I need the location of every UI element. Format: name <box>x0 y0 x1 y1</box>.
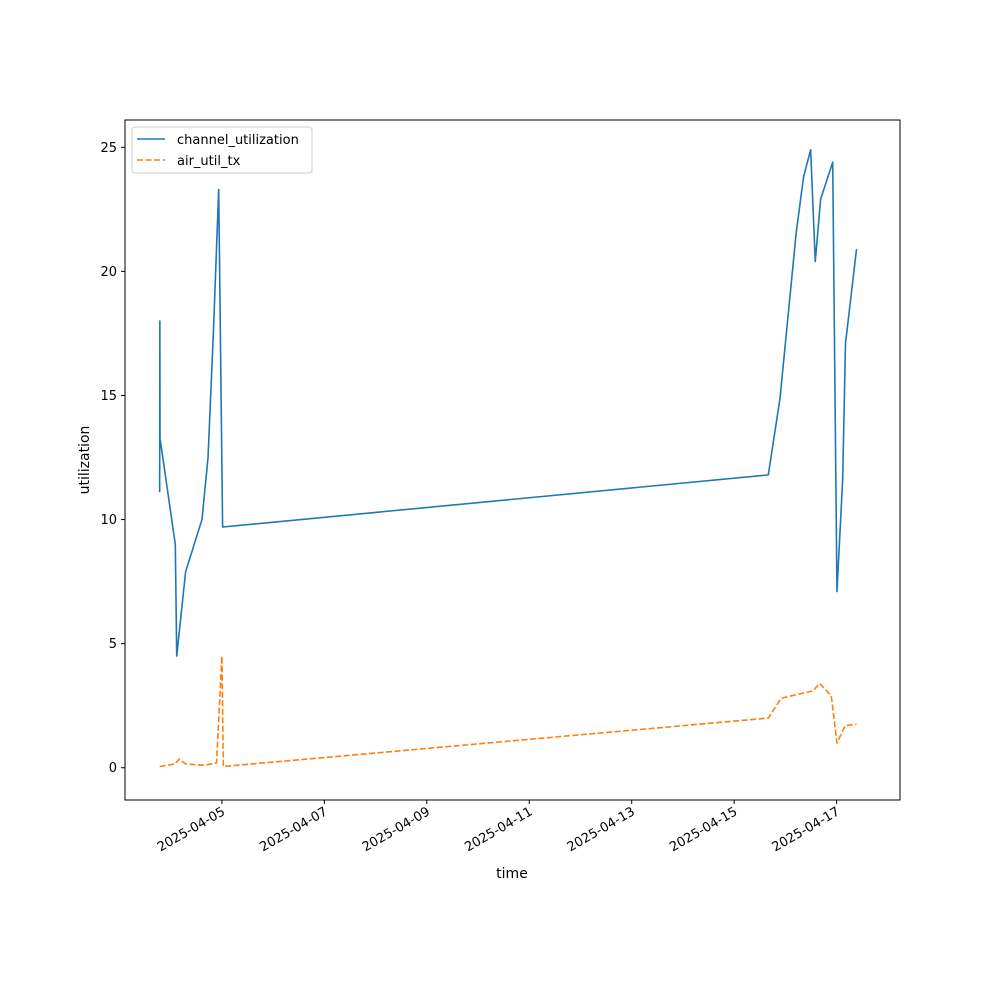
y-tick-label: 20 <box>100 265 117 280</box>
y-tick-label: 25 <box>100 141 117 156</box>
x-axis-label: time <box>496 866 528 882</box>
y-tick-label: 5 <box>109 637 117 652</box>
legend-label-channel-utilization: channel_utilization <box>177 133 299 148</box>
y-tick-label: 10 <box>100 513 117 528</box>
legend: channel_utilization air_util_tx <box>131 126 313 174</box>
y-axis-label: utilization <box>77 426 93 495</box>
plot-frame <box>124 119 901 801</box>
y-tick-label: 15 <box>100 389 117 404</box>
series-layer <box>158 148 858 768</box>
y-tick-label: 0 <box>109 761 117 776</box>
legend-box <box>131 126 313 174</box>
series-line-air-util-tx <box>159 655 857 768</box>
legend-label-air-util-tx: air_util_tx <box>177 154 241 169</box>
y-axis: 0 5 10 15 20 25 <box>100 141 125 776</box>
series-line-channel-utilization <box>158 148 858 657</box>
